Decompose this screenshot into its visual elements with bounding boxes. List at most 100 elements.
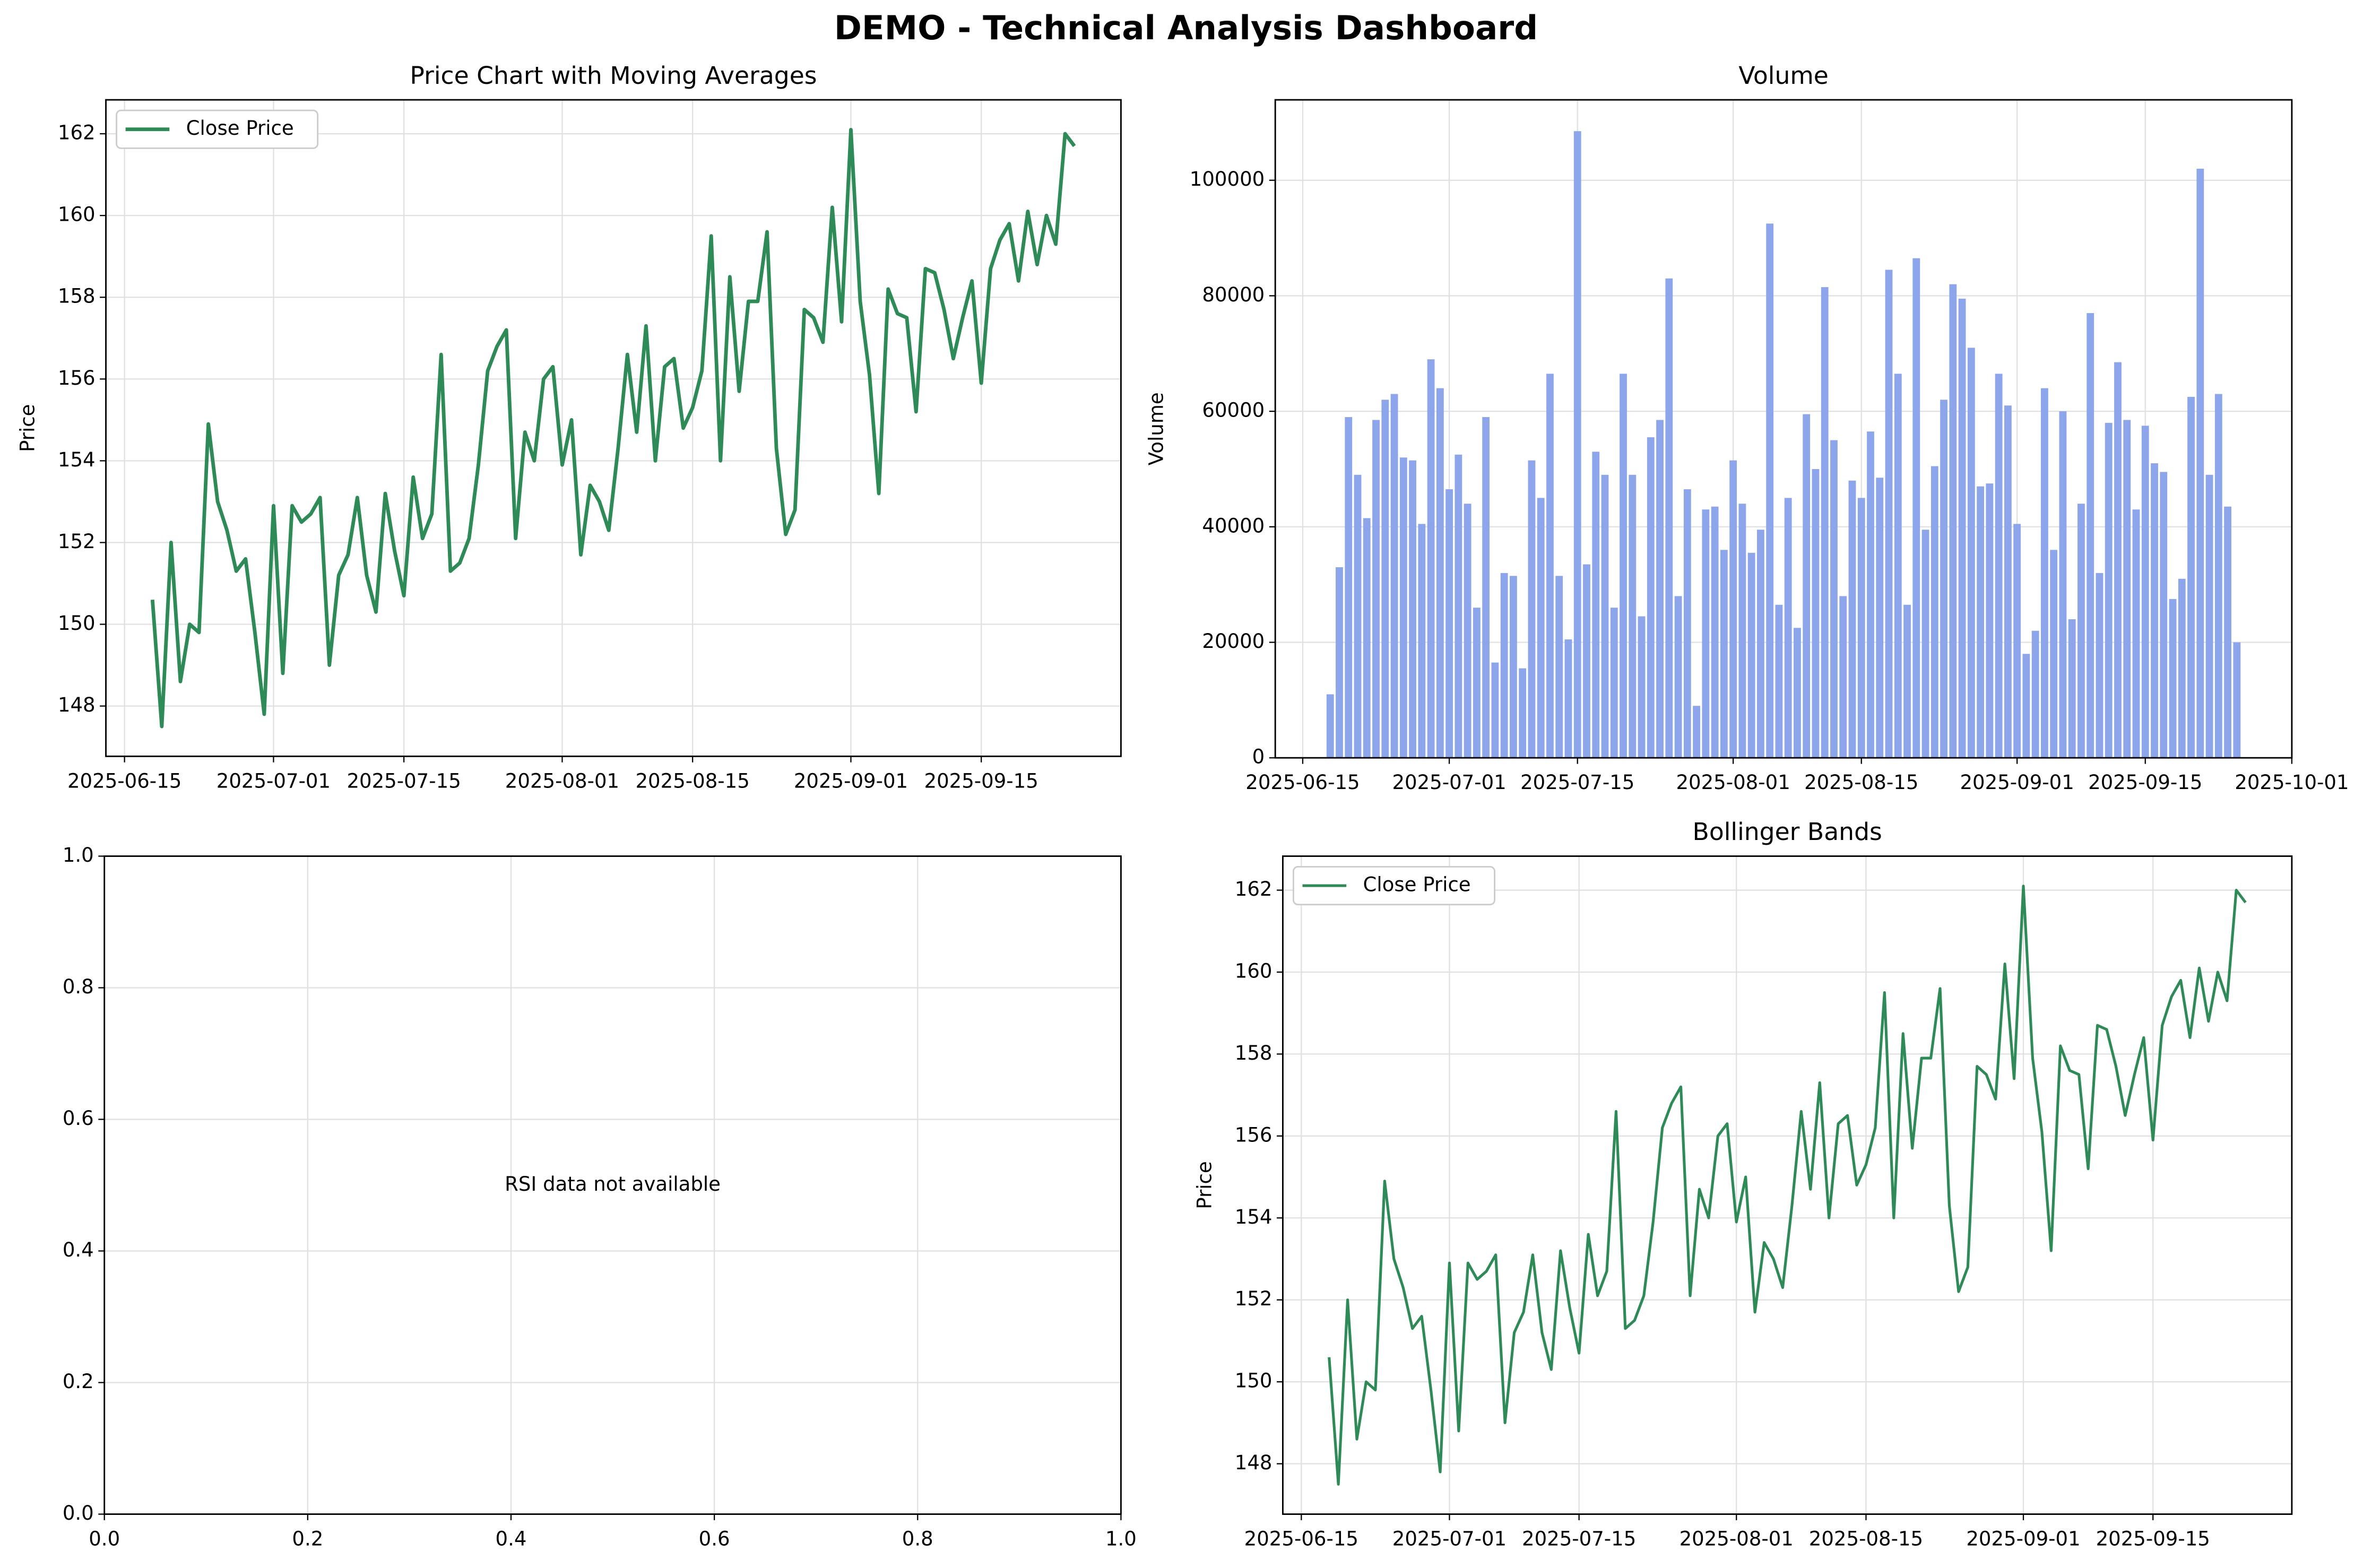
y-tick-label: 156 <box>58 367 96 389</box>
y-tick-label: 162 <box>58 122 96 144</box>
legend-label: Close Price <box>186 117 294 140</box>
volume-bar <box>1610 608 1618 758</box>
y-tick-label: 148 <box>1235 1451 1272 1474</box>
volume-bar <box>1977 486 1985 758</box>
x-tick-label: 0.8 <box>902 1527 933 1550</box>
volume-bar <box>1812 469 1820 758</box>
x-tick-label: 2025-07-01 <box>1392 1527 1507 1550</box>
volume-bar <box>1528 460 1536 758</box>
volume-bar <box>2013 524 2021 758</box>
y-axis-label: Volume <box>1145 392 1167 465</box>
volume-bar <box>1647 437 1655 758</box>
volume-bar <box>2068 619 2076 758</box>
volume-bar <box>1674 596 1682 758</box>
x-tick-label: 2025-07-15 <box>347 769 461 792</box>
x-tick-label: 2025-09-15 <box>2088 771 2202 794</box>
volume-bar <box>1638 616 1646 758</box>
legend-box <box>116 109 319 149</box>
volume-bar <box>1409 460 1416 758</box>
axes-frame <box>1282 855 2293 1515</box>
volume-bar <box>2105 422 2113 758</box>
y-tick-label: 154 <box>58 448 96 471</box>
volume-bar <box>1693 706 1700 758</box>
volume-bar <box>2169 599 2177 758</box>
y-tick-label: 1.0 <box>63 844 94 867</box>
y-tick-label: 0.2 <box>63 1370 94 1393</box>
volume-bar <box>2022 654 2030 758</box>
x-tick-label: 2025-08-15 <box>1804 771 1918 794</box>
y-tick-label: 0 <box>1252 746 1265 768</box>
volume-bar <box>1381 400 1389 758</box>
y-tick-label: 156 <box>1235 1123 1272 1146</box>
y-tick-label: 0.6 <box>63 1107 94 1130</box>
x-tick-label: 0.2 <box>292 1527 323 1550</box>
legend-box <box>1292 866 1495 906</box>
volume-bar <box>1326 694 1334 758</box>
volume-bar <box>2141 426 2149 758</box>
volume-bar <box>2233 642 2241 758</box>
volume-bar <box>1683 489 1691 758</box>
volume-bar <box>1418 524 1426 758</box>
y-axis-label: Price <box>16 404 39 452</box>
x-tick-label: 2025-09-01 <box>1966 1527 2080 1550</box>
x-tick-label: 2025-07-01 <box>217 769 331 792</box>
x-tick-label: 2025-07-15 <box>1522 1527 1636 1550</box>
x-tick-label: 2025-06-15 <box>1245 771 1360 794</box>
x-tick-label: 2025-08-15 <box>1809 1527 1923 1550</box>
volume-bar <box>1345 417 1353 758</box>
price-line <box>150 127 1076 729</box>
volume-bar <box>1665 278 1673 758</box>
volume-bar <box>2077 504 2085 758</box>
volume-bar <box>1986 483 1994 758</box>
volume-bar <box>1931 466 1938 758</box>
volume-bar <box>2004 405 2012 758</box>
volume-bar <box>2151 463 2158 758</box>
volume-bar <box>2187 396 2195 758</box>
volume-bar <box>1940 400 1947 758</box>
annotation: RSI data not available <box>505 1173 721 1196</box>
volume-bar <box>1995 374 2003 758</box>
volume-bar <box>1491 662 1499 758</box>
volume-bar <box>1921 530 1929 758</box>
volume-bar <box>1629 474 1637 758</box>
volume-bar <box>1821 287 1829 758</box>
volume-bar <box>1546 374 1554 758</box>
x-tick-label: 2025-08-01 <box>505 769 619 792</box>
volume-bar <box>1958 298 1966 758</box>
volume-bar <box>1949 284 1957 758</box>
axes-frame <box>1274 99 2293 759</box>
volume-bar <box>1354 474 1362 758</box>
volume-bar <box>1803 414 1811 758</box>
volume-bar <box>1885 270 1893 758</box>
legend-label: Close Price <box>1363 873 1471 896</box>
x-tick-label: 0.4 <box>496 1527 527 1550</box>
volume-bar <box>2114 362 2122 758</box>
volume-bar <box>2196 168 2204 758</box>
x-tick-label: 2025-07-15 <box>1520 771 1634 794</box>
volume-bar <box>1573 131 1581 758</box>
volume-bar <box>1464 504 1471 758</box>
volume-bar <box>1519 668 1527 758</box>
volume-bar <box>1399 457 1407 758</box>
price-line <box>1328 885 2247 1486</box>
y-tick-label: 152 <box>1235 1287 1272 1310</box>
y-tick-label: 0.4 <box>63 1238 94 1261</box>
volume-bar <box>1738 504 1746 758</box>
volume-bar <box>1757 530 1764 758</box>
volume-bar <box>1794 628 1801 758</box>
volume-bar <box>2205 474 2213 758</box>
volume-bar <box>1482 417 1490 758</box>
volume-bar <box>1839 596 1847 758</box>
chart-title: Bollinger Bands <box>1693 818 1882 846</box>
volume-bar <box>1564 639 1572 758</box>
volume-bar <box>1620 374 1627 758</box>
x-tick-label: 0.6 <box>699 1527 730 1550</box>
x-tick-label: 2025-07-01 <box>1392 771 1506 794</box>
y-tick-label: 150 <box>1235 1370 1272 1392</box>
y-tick-label: 60000 <box>1202 399 1265 422</box>
y-tick-label: 80000 <box>1202 283 1265 306</box>
y-axis-label: Price <box>1193 1161 1216 1209</box>
volume-bar <box>1720 550 1728 758</box>
